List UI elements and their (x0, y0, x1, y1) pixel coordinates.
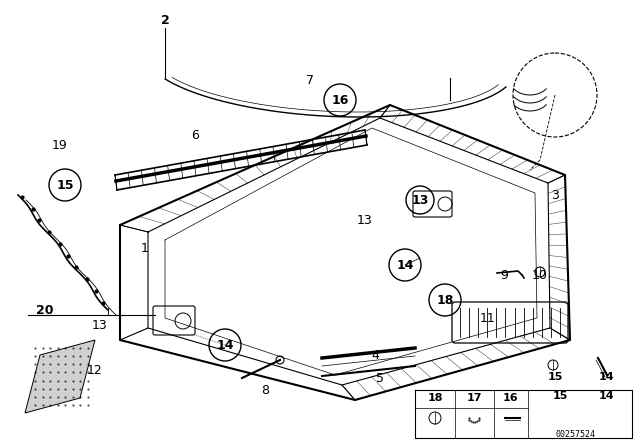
Text: 14: 14 (396, 258, 413, 271)
Text: 00257524: 00257524 (555, 430, 595, 439)
FancyBboxPatch shape (153, 306, 195, 335)
Text: 5: 5 (376, 371, 384, 384)
Text: 3: 3 (551, 189, 559, 202)
Text: 6: 6 (191, 129, 199, 142)
Text: 8: 8 (261, 383, 269, 396)
Text: 9: 9 (500, 268, 508, 281)
FancyBboxPatch shape (452, 302, 568, 343)
Text: 15: 15 (56, 178, 74, 191)
Text: 13: 13 (92, 319, 108, 332)
Text: 17: 17 (467, 393, 482, 403)
Text: 7: 7 (306, 73, 314, 86)
Text: 14: 14 (599, 391, 615, 401)
Text: 15: 15 (547, 372, 563, 382)
Text: 10: 10 (532, 268, 548, 281)
Text: 16: 16 (503, 393, 519, 403)
FancyBboxPatch shape (413, 191, 452, 217)
Text: 4: 4 (371, 349, 379, 362)
Text: 20: 20 (36, 303, 54, 316)
Polygon shape (25, 340, 95, 413)
Text: 11: 11 (480, 311, 496, 324)
Text: 14: 14 (599, 372, 615, 382)
Text: 2: 2 (161, 13, 170, 26)
Text: 13: 13 (412, 194, 429, 207)
Text: 19: 19 (52, 138, 68, 151)
Text: 16: 16 (332, 94, 349, 107)
Text: 18: 18 (436, 293, 454, 306)
Text: 13: 13 (357, 214, 373, 227)
Text: 14: 14 (216, 339, 234, 352)
Text: 1: 1 (141, 241, 149, 254)
Text: 18: 18 (428, 393, 443, 403)
Text: 15: 15 (552, 391, 568, 401)
Text: 12: 12 (87, 363, 103, 376)
